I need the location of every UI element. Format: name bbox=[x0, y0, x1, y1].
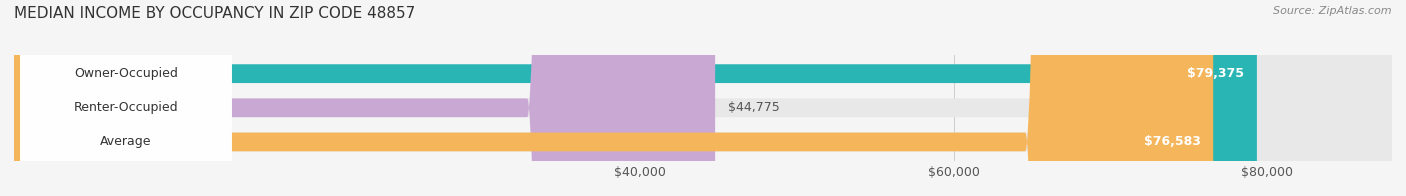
FancyBboxPatch shape bbox=[14, 0, 1392, 196]
FancyBboxPatch shape bbox=[20, 0, 232, 196]
FancyBboxPatch shape bbox=[14, 0, 1257, 196]
Text: $44,775: $44,775 bbox=[728, 101, 779, 114]
Text: $76,583: $76,583 bbox=[1143, 135, 1201, 148]
FancyBboxPatch shape bbox=[20, 0, 232, 196]
FancyBboxPatch shape bbox=[14, 0, 716, 196]
FancyBboxPatch shape bbox=[20, 0, 232, 196]
FancyBboxPatch shape bbox=[14, 0, 1392, 196]
FancyBboxPatch shape bbox=[14, 0, 1392, 196]
Text: Average: Average bbox=[100, 135, 152, 148]
Text: Source: ZipAtlas.com: Source: ZipAtlas.com bbox=[1274, 6, 1392, 16]
Text: Renter-Occupied: Renter-Occupied bbox=[73, 101, 179, 114]
Text: $79,375: $79,375 bbox=[1187, 67, 1244, 80]
FancyBboxPatch shape bbox=[14, 0, 1213, 196]
Text: Owner-Occupied: Owner-Occupied bbox=[75, 67, 179, 80]
Text: MEDIAN INCOME BY OCCUPANCY IN ZIP CODE 48857: MEDIAN INCOME BY OCCUPANCY IN ZIP CODE 4… bbox=[14, 6, 415, 21]
